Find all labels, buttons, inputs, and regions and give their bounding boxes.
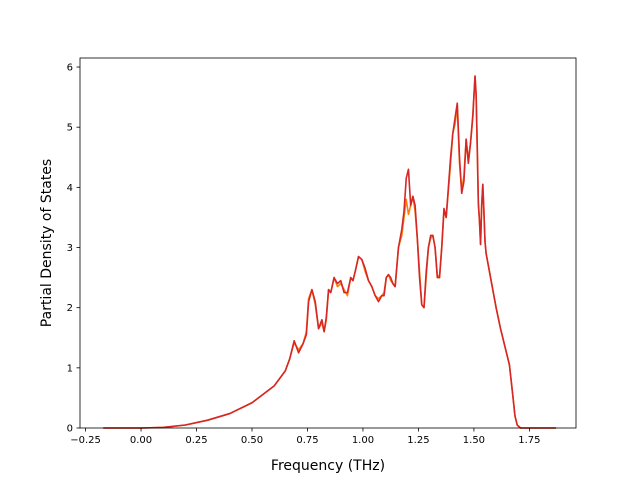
series-line-1	[103, 75, 557, 429]
series-line-2	[103, 75, 557, 429]
y-tick-label: 2	[67, 303, 73, 314]
y-axis-label: Partial Density of States	[39, 159, 55, 327]
y-axis-ticks: 0 1 2 3 4 5 6	[67, 63, 80, 435]
y-tick-label: 1	[67, 363, 73, 374]
y-tick-label: 3	[67, 243, 73, 254]
x-tick-label: 1.50	[463, 435, 485, 446]
x-tick-label: 1.25	[407, 435, 429, 446]
plot-lines	[103, 75, 557, 429]
y-tick-label: 4	[67, 183, 73, 194]
x-tick-label: 1.75	[518, 435, 540, 446]
x-axis-ticks: −0.25 0.00 0.25 0.50 0.75 1.00 1.25 1.50 1.75	[70, 428, 541, 446]
y-tick-label: 6	[67, 63, 73, 74]
x-tick-label: 0.25	[185, 435, 207, 446]
x-tick-label: 0.00	[130, 435, 152, 446]
axes-frame	[79, 57, 577, 429]
x-tick-label: −0.25	[70, 435, 101, 446]
x-axis-label: Frequency (THz)	[271, 458, 385, 474]
y-tick-label: 5	[67, 123, 73, 134]
x-tick-label: 0.75	[296, 435, 318, 446]
x-tick-label: 0.50	[241, 435, 263, 446]
y-tick-label: 0	[67, 424, 73, 435]
x-tick-label: 1.00	[352, 435, 374, 446]
